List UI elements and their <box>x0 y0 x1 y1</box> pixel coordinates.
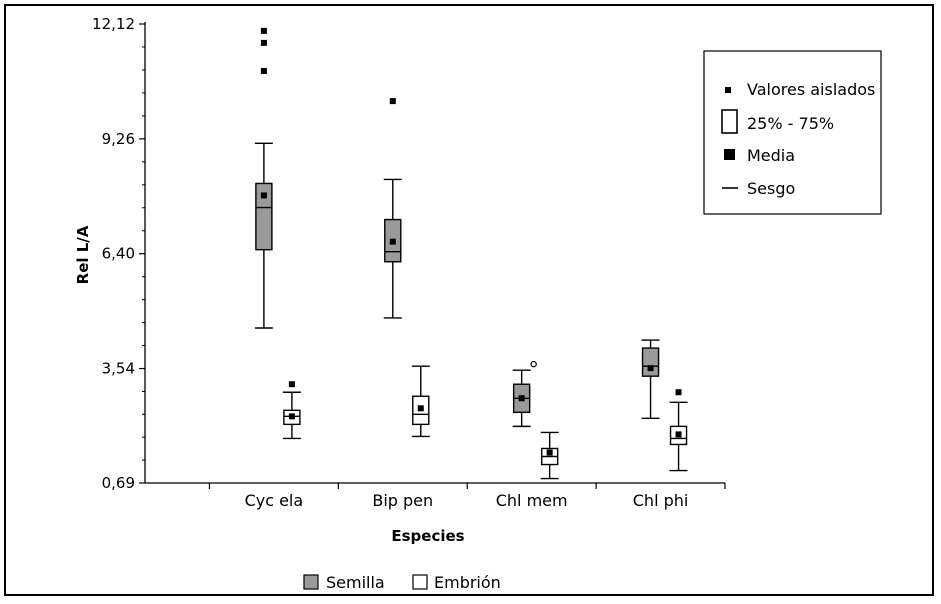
x-axis-ticks: Cyc ela Bip pen Chl mem Chl phi <box>208 483 726 510</box>
chart-frame <box>4 4 934 596</box>
legend-mean-marker <box>724 149 735 160</box>
mean-marker <box>647 365 654 372</box>
box-embrion-3 <box>540 431 559 480</box>
legend-symbols: Valores aislados 25% - 75% Media Sesgo <box>703 50 882 215</box>
axes <box>144 22 725 484</box>
mean-marker <box>518 395 525 402</box>
legend-swatch-embrion <box>412 574 428 590</box>
legend-swatch-semilla <box>303 574 319 590</box>
outlier-marker <box>260 67 267 74</box>
box-embrion-4 <box>669 389 688 472</box>
box-embrion-1 <box>282 381 301 440</box>
legend-label-embrion: Embrión <box>434 573 501 592</box>
outlier-marker <box>288 381 295 388</box>
box-semilla-4 <box>641 339 660 420</box>
outlier-marker <box>675 389 682 396</box>
legend-label-iqr: 25% - 75% <box>747 114 834 133</box>
legend-outlier-marker <box>725 87 731 93</box>
y-tick-label: 12,12 <box>92 15 135 33</box>
y-axis-ticks: 0,69 3,54 6,40 9,26 12,12 <box>92 15 145 492</box>
legend-label-median: Sesgo <box>747 179 795 198</box>
x-category-label: Chl phi <box>633 491 689 510</box>
mean-marker <box>417 405 424 412</box>
y-tick-label: 0,69 <box>102 474 135 492</box>
y-axis-title: Rel L/A <box>74 225 92 284</box>
iqr-box <box>255 182 273 251</box>
outlier-marker <box>389 98 396 105</box>
mean-marker <box>260 192 267 199</box>
box-semilla-2 <box>383 98 402 319</box>
x-axis-title: Especies <box>391 527 464 545</box>
y-tick-label: 6,40 <box>102 245 135 263</box>
outlier-marker <box>260 27 267 34</box>
iqr-box <box>641 347 660 377</box>
box-embrion-2 <box>411 365 430 438</box>
outlier-marker <box>530 360 537 368</box>
legend-series: Semilla Embrión <box>303 573 501 592</box>
legend-label-semilla: Semilla <box>326 573 385 592</box>
legend-label-mean: Media <box>747 146 795 165</box>
box-semilla-1 <box>254 27 273 329</box>
mean-marker <box>389 238 396 245</box>
x-category-label: Bip pen <box>372 491 433 510</box>
outlier-marker <box>260 39 267 46</box>
y-tick-label: 3,54 <box>102 360 135 378</box>
x-category-label: Cyc ela <box>245 491 304 510</box>
mean-marker <box>288 413 295 420</box>
legend-iqr-box <box>721 109 738 134</box>
box-semilla-3 <box>512 360 537 428</box>
mean-marker <box>675 431 682 438</box>
legend-label-outliers: Valores aislados <box>747 80 875 99</box>
box-series <box>254 27 688 480</box>
y-tick-label: 9,26 <box>102 130 135 148</box>
x-category-label: Chl mem <box>496 491 568 510</box>
mean-marker <box>546 449 553 456</box>
